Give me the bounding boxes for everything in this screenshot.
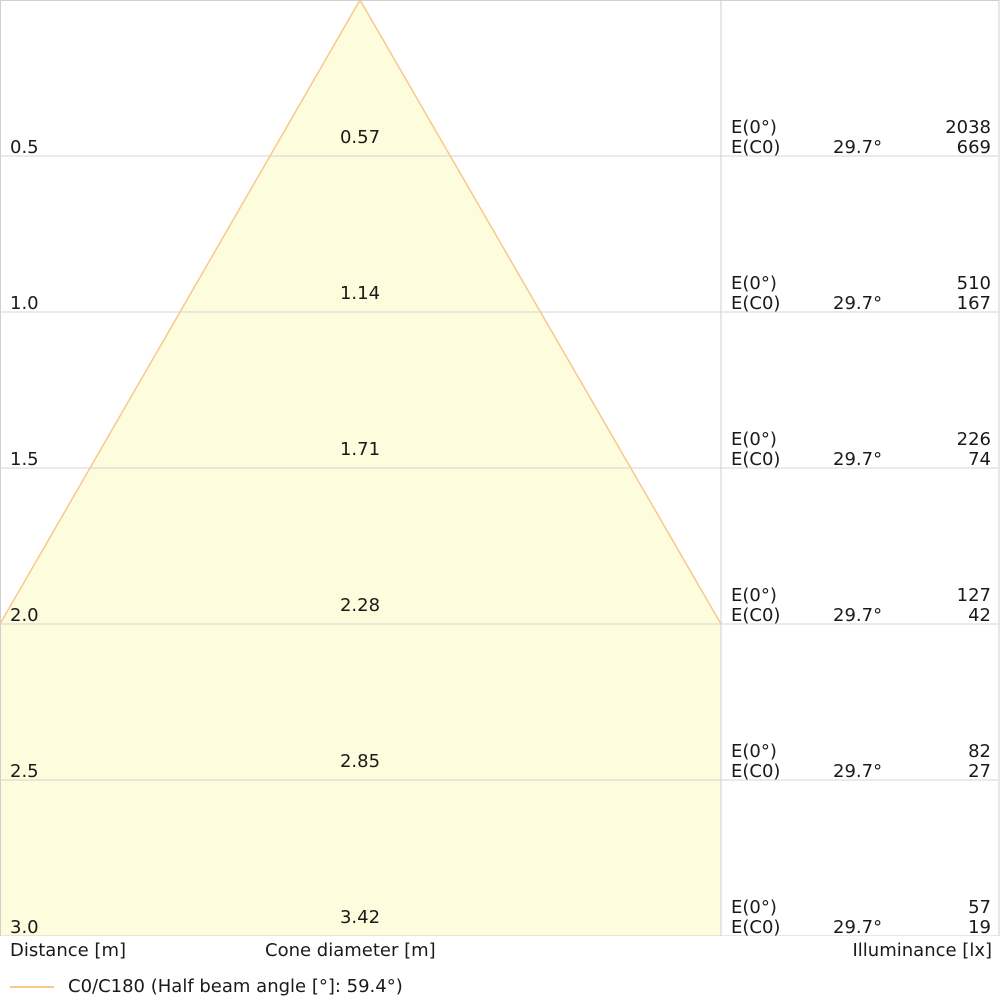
e-center-value: 2038 <box>945 117 991 138</box>
half-angle-label: 29.7° <box>833 293 882 314</box>
e-c0-label: E(C0) <box>731 137 780 158</box>
e-center-label: E(0°) <box>731 585 777 606</box>
e-c0-label: E(C0) <box>731 917 780 936</box>
distance-label: 1.5 <box>10 449 39 470</box>
half-angle-label: 29.7° <box>833 917 882 936</box>
e-c0-value: 74 <box>968 449 991 470</box>
distance-label: 2.5 <box>10 761 39 782</box>
grid-layer <box>0 0 1000 936</box>
e-center-label: E(0°) <box>731 741 777 762</box>
e-c0-value: 167 <box>957 293 991 314</box>
chart-footer: Distance [m] Cone diameter [m] Illuminan… <box>0 936 1000 1000</box>
e-c0-value: 19 <box>968 917 991 936</box>
e-c0-value: 27 <box>968 761 991 782</box>
e-center-value: 127 <box>957 585 991 606</box>
cone-diameter-label: 2.85 <box>340 751 380 772</box>
legend-label: C0/C180 (Half beam angle [°]: 59.4°) <box>68 976 403 997</box>
distance-label: 3.0 <box>10 917 39 936</box>
cone-diameter-axis-label: Cone diameter [m] <box>265 940 436 961</box>
distance-axis-label: Distance [m] <box>10 940 127 961</box>
legend: C0/C180 (Half beam angle [°]: 59.4°) <box>10 976 403 998</box>
cone-diameter-label: 1.14 <box>340 283 380 304</box>
e-center-label: E(0°) <box>731 117 777 138</box>
distance-label: 0.5 <box>10 137 39 158</box>
e-center-label: E(0°) <box>731 897 777 918</box>
e-c0-label: E(C0) <box>731 605 780 626</box>
illuminance-axis-label: Illuminance [lx] <box>852 940 993 961</box>
e-c0-value: 42 <box>968 605 991 626</box>
e-c0-label: E(C0) <box>731 761 780 782</box>
cone-diameter-label: 2.28 <box>340 595 380 616</box>
beam-edge-line <box>0 0 722 625</box>
half-angle-label: 29.7° <box>833 605 882 626</box>
cone-diameter-label: 1.71 <box>340 439 380 460</box>
e-c0-label: E(C0) <box>731 293 780 314</box>
e-c0-label: E(C0) <box>731 449 780 470</box>
legend-swatch <box>10 986 54 988</box>
cone-diameter-label: 3.42 <box>340 907 380 928</box>
half-angle-label: 29.7° <box>833 449 882 470</box>
e-center-value: 82 <box>968 741 991 762</box>
e-center-label: E(0°) <box>731 429 777 450</box>
half-angle-label: 29.7° <box>833 761 882 782</box>
e-c0-value: 669 <box>957 137 991 158</box>
e-center-value: 57 <box>968 897 991 918</box>
e-center-label: E(0°) <box>731 273 777 294</box>
distance-label: 2.0 <box>10 605 39 626</box>
half-angle-label: 29.7° <box>833 137 882 158</box>
e-center-value: 226 <box>957 429 991 450</box>
e-center-value: 510 <box>957 273 991 294</box>
cone-diameter-label: 0.57 <box>340 127 380 148</box>
distance-label: 1.0 <box>10 293 39 314</box>
